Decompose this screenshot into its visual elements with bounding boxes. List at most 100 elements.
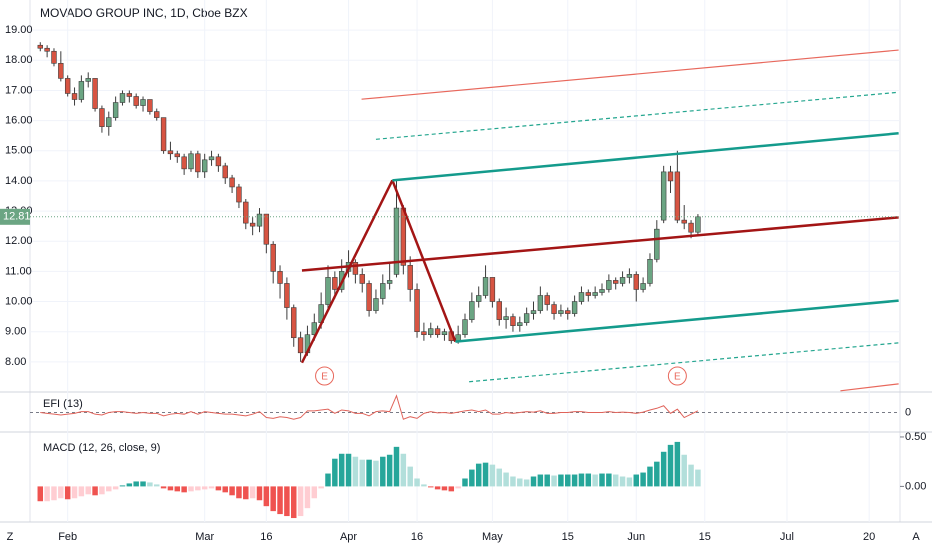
macd-bar [373, 460, 379, 487]
x-tick-label: Mar [195, 531, 214, 543]
macd-bar [338, 453, 345, 487]
y-tick-label: 18.00 [5, 54, 33, 66]
y-tick-label: 9.00 [5, 326, 26, 338]
macd-bar [407, 466, 413, 487]
macd-bar [462, 478, 468, 487]
macd-bar [153, 484, 160, 487]
candle-body [517, 322, 523, 326]
macd-bar [654, 461, 660, 487]
macd-bar [215, 486, 222, 491]
candle-body [51, 50, 57, 64]
macd-bar [201, 486, 208, 490]
macd-bar [249, 486, 256, 499]
candle-body [352, 262, 359, 275]
x-tick-label: Jul [780, 531, 794, 543]
auto-button[interactable]: A [912, 531, 920, 543]
trend-line [455, 299, 899, 343]
macd-bar [380, 456, 386, 487]
candle-body [236, 186, 242, 203]
candle-body [551, 304, 557, 314]
macd-bar [51, 486, 57, 501]
x-tick-label: Jun [627, 531, 645, 543]
macd-bar [674, 441, 681, 487]
candle-body [64, 78, 71, 94]
x-tick-label: May [482, 531, 503, 543]
candles [37, 42, 899, 392]
macd-bar [626, 477, 633, 487]
macd-bar [366, 459, 372, 487]
macd-bar [619, 476, 626, 487]
macd-bar [688, 464, 694, 487]
macd-bar [599, 473, 605, 487]
candle-body [606, 280, 612, 290]
candle-body [366, 283, 372, 311]
earnings-marker [315, 366, 335, 386]
macd-bar [469, 469, 475, 487]
macd-title: MACD (12, 26, close, 9) [43, 442, 160, 454]
candle-body [71, 93, 78, 100]
candle-body [674, 171, 681, 221]
macd-bar [565, 474, 571, 487]
candle-body [558, 310, 564, 314]
macd-bar [523, 479, 530, 487]
candle-body [619, 277, 626, 284]
timezone-button[interactable]: Z [7, 531, 14, 543]
candle-body [297, 337, 304, 354]
candle-body [256, 213, 263, 227]
y-tick-label: 17.00 [5, 84, 33, 96]
candle-body [667, 171, 674, 182]
candle-body [291, 307, 297, 339]
earnings-label: E [674, 372, 681, 383]
y-tick-label: 16.00 [5, 115, 33, 127]
macd-bar [606, 473, 612, 487]
macd-bar [544, 474, 550, 487]
macd-bar [106, 486, 112, 492]
macd-bar [195, 486, 201, 491]
x-tick-label: Apr [340, 531, 357, 543]
macd-bar [510, 476, 516, 487]
candle-body [386, 280, 393, 284]
candle-body [44, 47, 50, 52]
candle-body [140, 99, 146, 106]
candle-body [174, 153, 180, 158]
trend-line [391, 179, 457, 343]
y-tick-label: 15.00 [5, 145, 33, 157]
earnings-label: E [321, 372, 328, 383]
chart-title: MOVADO GROUP INC, 1D, Cboe BZX [40, 6, 248, 20]
trend-line [375, 91, 899, 140]
candle-body [469, 301, 475, 320]
candle-body [592, 292, 598, 296]
candle-body [407, 265, 413, 290]
candle-body [421, 331, 427, 336]
y-tick-label: 0.50 [905, 431, 926, 443]
macd-bar [256, 486, 263, 501]
macd-bar [503, 472, 509, 487]
macd-bar [640, 472, 646, 487]
candle-body [106, 117, 112, 127]
macd-bar [325, 473, 331, 487]
candle-body [201, 159, 208, 173]
macd-bar [160, 486, 167, 489]
macd-bar [448, 486, 455, 492]
x-tick-label: Feb [58, 531, 77, 543]
macd-bar [612, 474, 619, 487]
macd-bar [174, 486, 181, 492]
macd-bar [592, 474, 598, 487]
candle-body [208, 156, 215, 161]
candle-body [311, 322, 317, 336]
candle-body [640, 283, 646, 290]
candle-body [482, 277, 489, 296]
candle-body [462, 319, 468, 336]
candle-body [284, 283, 290, 308]
macd-bar [291, 486, 297, 519]
candle-body [613, 280, 619, 284]
x-tick-label: 16 [411, 531, 423, 543]
candle-body [633, 274, 639, 290]
y-tick-label: 12.00 [5, 235, 33, 247]
macd-bar [400, 453, 407, 487]
trend-line [301, 216, 899, 272]
trend-line [392, 132, 899, 182]
candle-body [133, 96, 139, 106]
candle-body [181, 156, 187, 170]
